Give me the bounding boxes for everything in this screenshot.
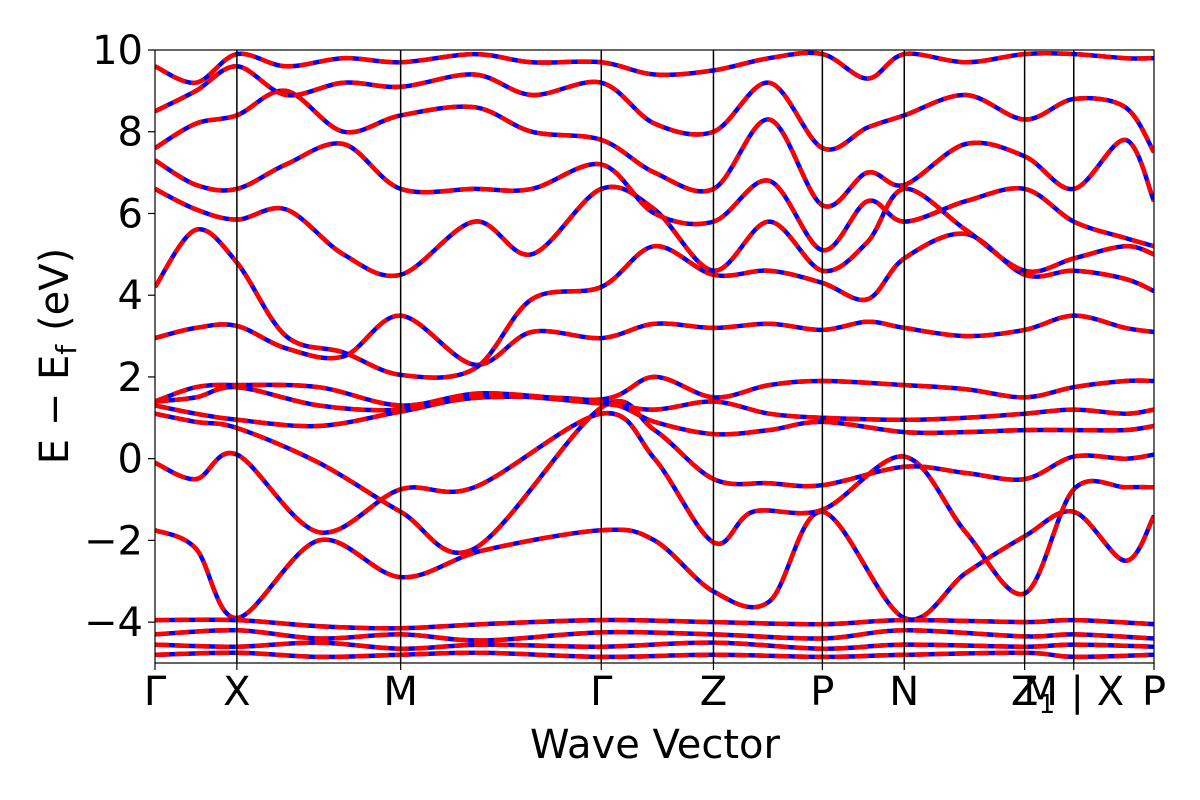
- y-tick-label-4: 2: [118, 355, 143, 401]
- band-line-red-11: [155, 64, 1154, 154]
- y-axis-ticks: 10 8 6 4 2 0 −2 −4: [84, 28, 155, 646]
- band-line-red-13: [155, 617, 1154, 631]
- band-line-red-14: [155, 627, 1154, 643]
- band-line-blue-9: [155, 141, 1154, 253]
- y-tick-label-7: −4: [84, 600, 143, 646]
- band-line-red-15: [155, 640, 1154, 651]
- bands-layer: [155, 50, 1154, 660]
- band-line-red-12: [155, 50, 1154, 85]
- x-tick-label-3: Γ: [590, 669, 613, 715]
- y-tick-label-5: 0: [118, 437, 143, 483]
- y-axis-label-subscript: f: [50, 344, 83, 355]
- band-line-red-3: [155, 394, 1154, 437]
- x-tick-label-subscript: 1: [1039, 690, 1056, 720]
- band-line-red-9: [155, 141, 1154, 253]
- y-axis-label-unit: (eV): [32, 248, 78, 331]
- y-axis-label: E − Ef (eV): [32, 248, 83, 465]
- y-tick-label-3: 4: [118, 273, 143, 319]
- x-tick-label-0: Γ: [144, 669, 167, 715]
- band-line-red-5: [155, 374, 1154, 408]
- x-tick-label-6: N: [889, 669, 919, 715]
- y-tick-label-0: 10: [92, 28, 143, 74]
- x-tick-label-5: P: [810, 669, 834, 715]
- x-tick-label-8: M | X: [1023, 669, 1124, 715]
- band-line-red-1: [155, 410, 1154, 597]
- x-tick-label-9: P: [1142, 669, 1166, 715]
- band-line-blue-8: [155, 184, 1154, 279]
- x-tick-label-2: M: [383, 669, 418, 715]
- y-tick-label-2: 6: [118, 191, 143, 237]
- band-line-red-4: [155, 384, 1154, 423]
- band-line-blue-1: [155, 410, 1154, 597]
- y-tick-label-1: 8: [118, 110, 143, 156]
- band-line-red-8: [155, 184, 1154, 279]
- x-tick-label-4: Z: [700, 669, 727, 715]
- band-line-blue-11: [155, 64, 1154, 154]
- band-line-red-6: [155, 313, 1154, 367]
- x-axis-label: Wave Vector: [530, 722, 781, 768]
- band-line-red-16: [155, 650, 1154, 660]
- band-line-red-10: [155, 88, 1154, 209]
- x-tick-label-1: X: [223, 669, 250, 715]
- high-symmetry-lines: [236, 50, 1075, 663]
- y-axis-label-main: E − E: [32, 355, 78, 465]
- y-tick-label-6: −2: [84, 518, 143, 564]
- plot-frame: [154, 49, 1155, 664]
- x-tick-label-7: Z: [1011, 669, 1038, 715]
